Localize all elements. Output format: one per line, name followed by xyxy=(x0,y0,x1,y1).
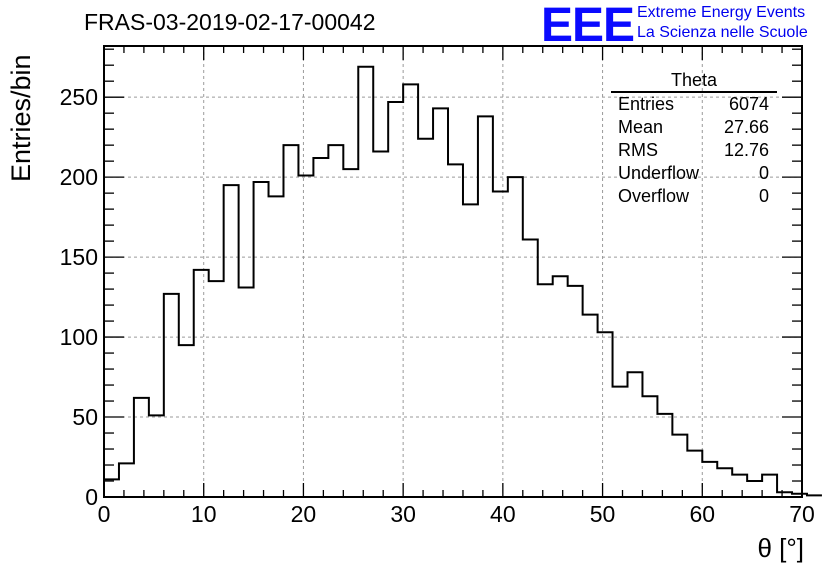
x-tick-label: 20 xyxy=(291,501,317,527)
stats-value: 6074 xyxy=(728,94,769,114)
y-axis-label: Entries/bin xyxy=(6,54,36,182)
x-tick-label: 40 xyxy=(490,501,516,527)
x-tick-label: 60 xyxy=(689,501,715,527)
stats-row-rms: RMS 12.76 xyxy=(611,139,777,162)
x-tick-label: 0 xyxy=(98,501,111,527)
x-tick-label: 30 xyxy=(390,501,416,527)
stats-value: 12.76 xyxy=(723,140,769,160)
y-axis-label-wrapper: Entries/bin xyxy=(6,42,40,192)
stats-label: Entries xyxy=(618,94,675,114)
grid-layer xyxy=(104,46,802,497)
stats-label: Underflow xyxy=(618,163,700,183)
stats-value: 0 xyxy=(758,186,769,206)
stats-row-entries: Entries 6074 xyxy=(611,93,777,116)
stats-label: Mean xyxy=(618,117,664,137)
stats-title: Theta xyxy=(611,69,777,93)
stats-row-mean: Mean 27.66 xyxy=(611,116,777,139)
x-tick-label: 70 xyxy=(789,501,815,527)
stats-value: 27.66 xyxy=(723,117,769,137)
histogram-series xyxy=(103,65,822,497)
stats-label: RMS xyxy=(618,140,658,160)
stats-row-underflow: Underflow 0 xyxy=(611,162,777,185)
y-tick-label: 50 xyxy=(72,404,98,430)
eee-logo: EEE xyxy=(541,0,635,52)
chart-title: FRAS-03-2019-02-17-00042 xyxy=(84,9,376,35)
x-tick-label: 50 xyxy=(590,501,616,527)
y-tick-label: 0 xyxy=(85,484,98,510)
stats-value: 0 xyxy=(758,163,769,183)
logo-line-1: Extreme Energy Events xyxy=(637,4,806,21)
stats-box: Theta Entries 6074 Mean 27.66 RMS 12.76 … xyxy=(611,69,777,208)
y-tick-label: 200 xyxy=(60,164,98,190)
logo-line-2: La Scienza nelle Scuole xyxy=(637,24,808,41)
y-tick-label: 150 xyxy=(60,244,98,270)
stats-row-overflow: Overflow 0 xyxy=(611,185,777,208)
y-tick-label: 250 xyxy=(60,84,98,110)
y-tick-label: 100 xyxy=(60,324,98,350)
x-axis-label: θ [°] xyxy=(757,533,804,563)
tick-labels: 0 10 20 30 40 50 60 70 0 50 100 150 200 250 xyxy=(60,84,815,527)
x-tick-label: 10 xyxy=(191,501,217,527)
ticks-layer xyxy=(103,46,803,498)
plot-frame xyxy=(103,45,803,498)
stats-label: Overflow xyxy=(618,186,690,206)
